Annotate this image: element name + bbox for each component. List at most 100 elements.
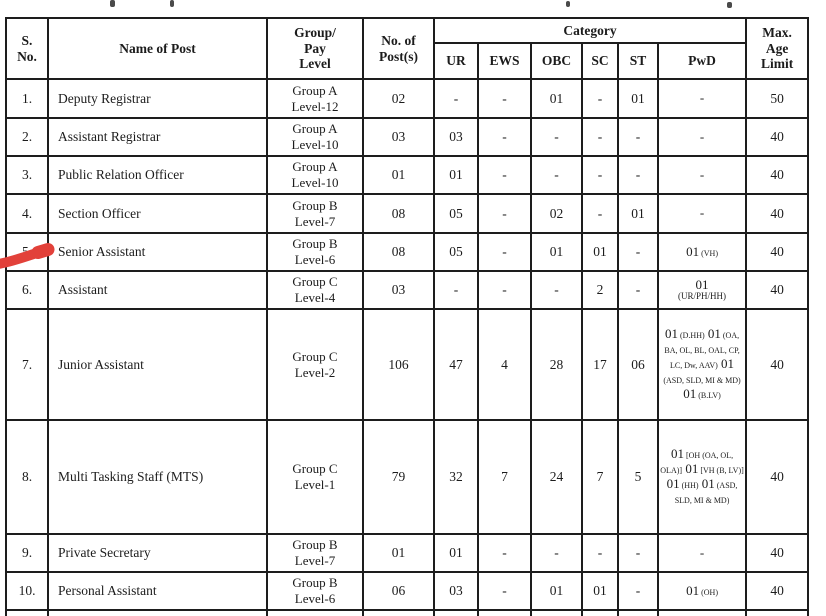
cell-group-pay-level: Group A Level-12 [266,78,364,119]
cell-sc: - [581,117,619,157]
cell-sno: 6. [5,270,49,310]
cell-max-age: 40 [745,270,810,310]
cell-pwd [656,609,748,616]
table-row: 7. Junior Assistant Group C Level-2 106 47 4 28… [5,308,810,421]
cell-st: - [617,571,659,611]
cell-obc: 28 [530,308,583,421]
cell-sno: 3. [5,155,49,195]
cell-post-name: Assistant Registrar [47,117,268,157]
cell-sc: 17 [581,308,619,421]
cell-obc: - [530,155,583,195]
cell-obc: - [530,117,583,157]
cell-max-age: 40 [745,571,810,611]
cell-sc: 2 [581,270,619,310]
cell-max-age [745,609,810,616]
cell-group-pay-level: Group B Level-6 [266,571,364,611]
cell-ur: 47 [433,308,479,421]
cell-post-name: Senior Assistant [47,232,268,272]
cell-ur: 01 [433,533,479,573]
cell-ews: - [477,155,532,195]
cell-no-of-posts: 79 [362,419,435,535]
header-sno: S. No. [5,17,49,80]
cell-obc: - [530,533,583,573]
cell-no-of-posts: 08 [362,232,435,272]
header-cat-st: ST [617,42,659,80]
cell-ews: - [477,533,532,573]
cell-group-pay-level: Group A Level-10 [266,117,364,157]
cell-ews: - [477,571,532,611]
cell-max-age: 40 [745,419,810,535]
cell-no-of-posts: 06 [362,571,435,611]
cell-max-age: 40 [745,308,810,421]
cell-sno: 8. [5,419,49,535]
cropped-text-fragment [110,0,115,7]
cell-group-pay-level: Group A Level-10 [266,155,364,195]
cell-st: 5 [617,419,659,535]
cell-st: 01 [617,78,659,119]
cell-sc: - [581,78,619,119]
cell-ur: 01 [433,155,479,195]
table-row: 2. Assistant Registrar Group A Level-10 03 03… [5,117,810,157]
cell-pwd: - [656,155,748,195]
header-group-pay-level: Group/ Pay Level [266,17,364,80]
cell-post-name: Multi Tasking Staff (MTS) [47,419,268,535]
table-row: 9. Private Secretary Group B Level-7 01 01- - -… [5,533,810,573]
cell-no-of-posts [362,609,435,616]
cell-st: - [617,270,659,310]
cell-ews: 4 [477,308,532,421]
cell-obc: 01 [530,571,583,611]
cell-max-age: 50 [745,78,810,119]
cell-no-of-posts: 02 [362,78,435,119]
header-cat-sc: SC [581,42,619,80]
cell-ews [477,609,532,616]
cell-no-of-posts: 08 [362,193,435,234]
table-row: 6. Assistant Group C Level-4 03- - -2-01 (UR/PH… [5,270,810,310]
cell-pwd: 01 (D.HH) 01 (OA, BA, OL, BL, OAL, CP, L… [656,308,748,421]
cell-sno: 1. [5,78,49,119]
cell-pwd: 01 (OH) [656,571,748,611]
cropped-text-fragment [566,1,570,7]
cell-post-name: Private Secretary [47,533,268,573]
cell-post-name: Personal Assistant [47,571,268,611]
header-cat-pwd: PwD [656,42,748,80]
cell-group-pay-level: Group C Level-2 [266,308,364,421]
cell-obc [530,609,583,616]
cropped-text-fragment [727,2,732,8]
cell-sc: - [581,193,619,234]
cell-obc: 01 [530,78,583,119]
cell-obc: - [530,270,583,310]
cell-no-of-posts: 03 [362,270,435,310]
cell-pwd: - [656,78,748,119]
cell-group-pay-level: Group B Level-6 [266,232,364,272]
cell-post-name: Section Officer [47,193,268,234]
cell-ur: 05 [433,193,479,234]
cell-ur: - [433,78,479,119]
table-row: 3. Public Relation Officer Group A Level-10… [5,155,810,195]
cell-max-age: 40 [745,232,810,272]
table-row: 1. Deputy Registrar Group A Level-12 02- -01-… [5,78,810,119]
cell-no-of-posts: 106 [362,308,435,421]
header-cat-ews: EWS [477,42,532,80]
cell-sno: 5. [5,232,49,272]
cell-st [617,609,659,616]
cell-pwd: 01 (VH) [656,232,748,272]
cell-sc: - [581,533,619,573]
cell-pwd: 01 [OH (OA, OL, OLA)] 01 [VH (B, LV)] 01… [656,419,748,535]
cell-post-name: Junior Assistant [47,308,268,421]
cell-sno: 9. [5,533,49,573]
header-no-of-posts: No. of Post(s) [362,17,435,80]
cell-st: - [617,117,659,157]
cell-max-age: 40 [745,533,810,573]
cell-post-name: Public Relation Officer [47,155,268,195]
cell-ews: - [477,232,532,272]
table-body: 1. Deputy Registrar Group A Level-12 02- -01-… [5,78,810,616]
cell-sno: 7. [5,308,49,421]
cell-group-pay-level: Group C Level-1 [266,419,364,535]
cell-ur: 32 [433,419,479,535]
cell-pwd: - [656,533,748,573]
cell-post-name: Deputy Registrar [47,78,268,119]
cell-sc: 01 [581,232,619,272]
cell-obc: 01 [530,232,583,272]
table-row: 5. Senior Assistant Group B Level-6 08 05-01 0… [5,232,810,272]
